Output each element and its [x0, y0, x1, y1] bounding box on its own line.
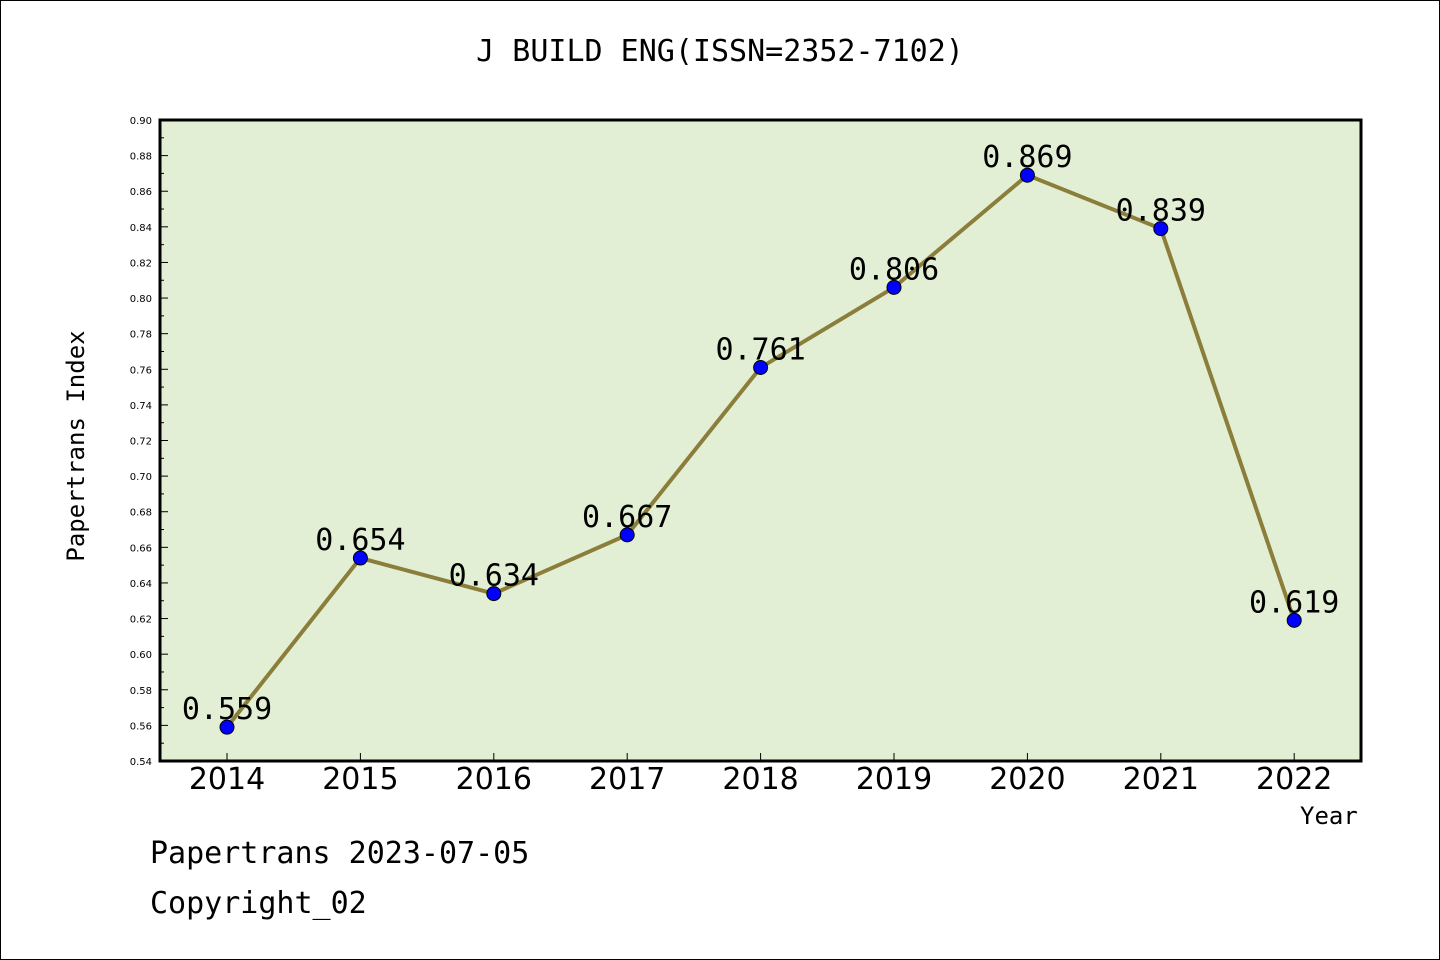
- y-tick-label: 0.58: [130, 686, 152, 697]
- data-label: 0.869: [982, 140, 1072, 175]
- data-label: 0.634: [449, 559, 539, 594]
- x-tick-label: 2019: [856, 762, 932, 797]
- x-axis-ticks: 2014 2015 2016 2017 2018 2019 2020 2021 2022: [189, 753, 1332, 797]
- data-point: [486, 586, 502, 602]
- y-tick-label: 0.78: [130, 330, 152, 341]
- x-tick-label: 2016: [456, 762, 532, 797]
- data-label: 0.667: [582, 500, 672, 535]
- y-tick-label: 0.68: [130, 508, 152, 519]
- y-tick-label: 0.84: [130, 223, 152, 234]
- y-tick-label: 0.88: [130, 152, 152, 163]
- x-tick-label: 2018: [722, 762, 798, 797]
- data-label: 0.559: [182, 692, 272, 727]
- x-tick-label: 2020: [989, 762, 1065, 797]
- x-tick-label: 2015: [322, 762, 398, 797]
- y-tick-label: 0.64: [130, 579, 152, 590]
- data-point: [1153, 221, 1169, 237]
- x-tick-label: 2014: [189, 762, 265, 797]
- x-axis-label: Year: [1300, 802, 1358, 830]
- x-tick-label: 2017: [589, 762, 665, 797]
- y-tick-label: 0.72: [130, 437, 152, 448]
- data-point: [619, 527, 635, 543]
- y-tick-label: 0.74: [130, 401, 152, 412]
- y-tick-label: 0.56: [130, 721, 152, 732]
- x-tick-label: 2022: [1256, 762, 1332, 797]
- x-tick-label: 2021: [1123, 762, 1199, 797]
- y-tick-label: 0.70: [130, 472, 152, 483]
- y-tick-label: 0.54: [130, 757, 152, 768]
- data-labels: 0.559 0.654 0.634 0.667 0.761 0.806 0.869 0.839…: [182, 140, 1340, 727]
- data-point: [219, 719, 235, 735]
- footer-copyright: Copyright_02: [150, 886, 367, 921]
- y-tick-label: 0.90: [130, 116, 152, 127]
- data-point: [1019, 167, 1035, 183]
- y-axis-ticks: 0.54 0.56 0.58 0.60 0.62 0.64 0.66 0.68 0.70 0.72…: [130, 116, 168, 768]
- footer-date: Papertrans 2023-07-05: [150, 836, 530, 871]
- y-tick-label: 0.86: [130, 187, 152, 198]
- y-tick-label: 0.80: [130, 294, 152, 305]
- data-point: [753, 359, 769, 375]
- y-tick-label: 0.66: [130, 543, 152, 554]
- y-tick-label: 0.60: [130, 650, 152, 661]
- data-label: 0.839: [1116, 194, 1206, 229]
- data-point: [1286, 612, 1302, 628]
- data-label: 0.619: [1249, 585, 1339, 620]
- data-label: 0.654: [315, 523, 405, 558]
- data-label: 0.806: [849, 252, 939, 287]
- y-tick-label: 0.62: [130, 615, 152, 626]
- chart-title: J BUILD ENG(ISSN=2352-7102): [476, 34, 964, 69]
- y-tick-label: 0.82: [130, 258, 152, 269]
- y-tick-label: 0.76: [130, 365, 152, 376]
- data-point: [886, 279, 902, 295]
- data-point: [352, 550, 368, 566]
- data-points: [219, 167, 1302, 735]
- data-label: 0.761: [715, 332, 805, 367]
